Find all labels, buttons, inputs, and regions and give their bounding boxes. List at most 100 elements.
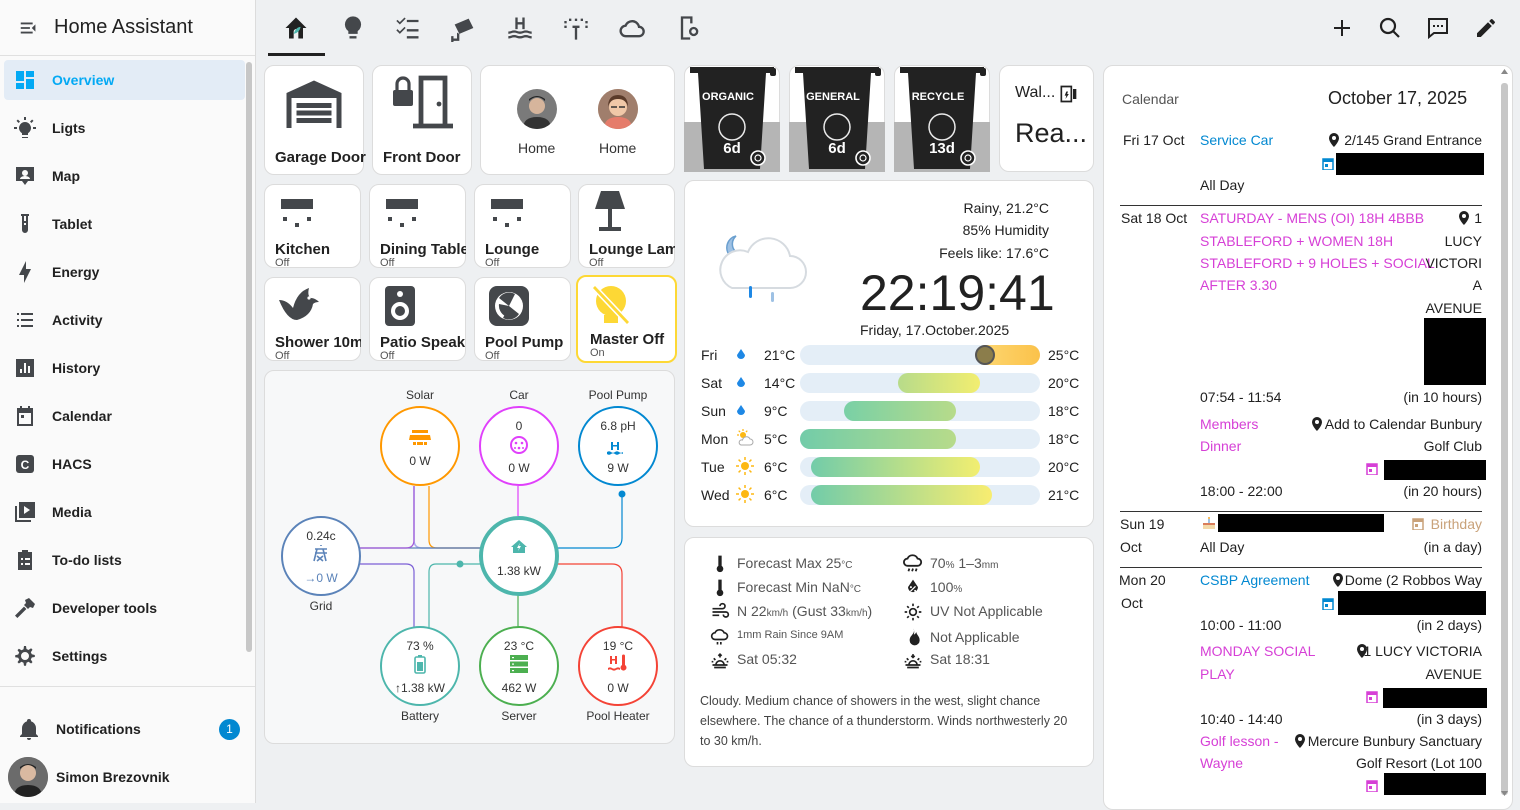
flow-line <box>413 486 482 549</box>
app-title: Home Assistant <box>54 16 193 38</box>
calendar-event-text[interactable]: CSBP Agreement <box>1200 572 1310 588</box>
garage-door-button[interactable]: Garage Door <box>264 65 366 175</box>
calendar-small-icon <box>1366 462 1378 475</box>
assist-icon[interactable] <box>1426 16 1450 40</box>
calendar-event-text[interactable]: STABLEFORD + WOMEN 18H <box>1200 233 1394 249</box>
sidebar-item-hacs[interactable]: C HACS <box>4 444 245 484</box>
rainy-night-icon <box>719 235 807 302</box>
calendar-event-text[interactable]: Golf lesson - <box>1200 733 1279 749</box>
light-lounge[interactable]: Lounge Off <box>474 184 571 269</box>
car-node[interactable] <box>479 406 559 486</box>
light-patio-speaker[interactable]: Patio Speak. Off <box>369 277 466 362</box>
wheelie-bin-icon <box>684 67 780 172</box>
sidebar-item-ligts[interactable]: Ligts <box>4 108 245 148</box>
water-percent-icon <box>908 579 918 593</box>
search-icon[interactable] <box>1378 16 1402 40</box>
calendar-event-text[interactable]: SATURDAY - MENS (OI) 18H 4BBB <box>1200 210 1425 226</box>
grid-price: 0.24c <box>306 529 336 543</box>
light-state: Off <box>380 350 395 362</box>
ceiling-light-icon <box>386 199 418 227</box>
sidebar-item-todo[interactable]: To-do lists <box>4 540 245 580</box>
calendar-event-text[interactable]: Dinner <box>1200 438 1242 454</box>
light-name: Master Off <box>590 331 665 348</box>
cctv-icon[interactable] <box>450 14 478 42</box>
scroll-down-arrow-icon[interactable] <box>1500 789 1509 798</box>
pool-heater-label: Pool Heater <box>586 709 650 723</box>
battery-level: 73 % <box>406 639 434 653</box>
pool-pump-value: 9 W <box>607 461 629 475</box>
calendar-small-icon <box>1366 779 1378 792</box>
calendar-date: October 17, 2025 <box>1328 88 1468 108</box>
light-master-off[interactable]: Master Off On <box>576 275 677 363</box>
calendar-event-text[interactable]: PLAY <box>1200 666 1235 682</box>
sprinkler-icon[interactable] <box>562 14 590 42</box>
light-kitchen[interactable]: Kitchen Off <box>264 184 361 269</box>
light-name: Patio Speak. <box>380 334 466 351</box>
calendar-event-text[interactable]: MONDAY SOCIAL <box>1200 643 1316 659</box>
forecast-low: 5°C <box>764 431 788 447</box>
sunrise-time: Sat 05:32 <box>737 651 797 667</box>
sidebar-item-media[interactable]: Media <box>4 492 245 532</box>
person-avatar-1[interactable] <box>517 89 557 129</box>
avatar[interactable] <box>8 757 48 797</box>
calendar-scrollbar[interactable] <box>1501 83 1508 795</box>
tablet-cellphone-icon[interactable] <box>675 14 703 42</box>
plus-icon[interactable] <box>1330 16 1354 40</box>
energy-flow-graph <box>281 406 658 706</box>
redacted-text <box>1338 591 1486 615</box>
home-icon[interactable] <box>282 14 310 42</box>
light-dining-table[interactable]: Dining Table Off <box>369 184 466 269</box>
sidebar-item-activity[interactable]: Activity <box>4 300 245 340</box>
pencil-icon[interactable] <box>1474 16 1498 40</box>
pool-heater-node[interactable] <box>578 626 658 706</box>
scroll-up-arrow-icon[interactable] <box>1500 67 1509 76</box>
sidebar-item-label: Settings <box>52 648 108 664</box>
wheelie-bin-icon <box>789 67 885 172</box>
sidebar-item-energy[interactable]: Energy <box>4 252 245 292</box>
sidebar-item-notifications[interactable]: Notifications <box>4 709 245 749</box>
sidebar-item-history[interactable]: History <box>4 348 245 388</box>
persons-card: Home Home <box>480 65 675 175</box>
menu-icon[interactable] <box>18 17 40 39</box>
calendar-event-text[interactable]: AFTER 3.30 <box>1200 277 1278 293</box>
sidebar-item-calendar[interactable]: Calendar <box>4 396 245 436</box>
light-pool-pump[interactable]: Pool Pump Off <box>474 277 571 362</box>
wheelie-bin-icon <box>894 67 990 172</box>
wallpanel-card[interactable]: Wal... Rea... <box>999 65 1094 172</box>
person-avatar-2[interactable] <box>598 89 638 129</box>
sidebar-item-tablet[interactable]: Tablet <box>4 204 245 244</box>
home-node[interactable] <box>479 516 559 596</box>
sidebar-item-overview[interactable]: Overview <box>4 60 245 100</box>
pool-icon[interactable] <box>506 14 534 42</box>
grid-node[interactable] <box>281 516 361 596</box>
calendar-event-text[interactable]: Members <box>1200 416 1259 432</box>
user-name[interactable]: Simon Brezovnik <box>56 769 170 785</box>
sidebar-scrollbar[interactable] <box>246 62 252 652</box>
calendar-event-text[interactable]: Service Car <box>1200 132 1274 148</box>
hammer-icon <box>15 598 35 618</box>
light-lounge-lamp[interactable]: Lounge Lamp Off <box>578 184 675 269</box>
lightbulb-icon[interactable] <box>339 14 367 42</box>
day-separator <box>1120 567 1482 568</box>
sidebar-item-settings[interactable]: Settings <box>4 636 245 676</box>
calendar-event-detail: Golf Resort (Lot 100 <box>1355 755 1482 771</box>
cloud-icon[interactable] <box>618 14 646 42</box>
calendar-icon <box>17 406 33 426</box>
forecast-high: 20°C <box>1048 375 1080 391</box>
light-state: Off <box>275 350 290 362</box>
light-shower[interactable]: Shower 10m Off <box>264 277 361 362</box>
solar-panel-icon <box>409 430 431 445</box>
calendar-event-text[interactable]: STABLEFORD + 9 HOLES + SOCIAL <box>1200 255 1435 271</box>
fire-icon <box>909 628 920 646</box>
solar-node[interactable] <box>380 406 460 486</box>
bin-graphics: ORGANIC 6d GENERAL 6d RECYCLE 13d <box>684 67 990 172</box>
checklist-icon[interactable] <box>394 14 422 42</box>
sidebar-item-developer-tools[interactable]: Developer tools <box>4 588 245 628</box>
temp-range-track <box>800 345 1040 365</box>
forecast-low: 6°C <box>764 459 788 475</box>
garage-door-label: Garage Door <box>275 149 366 166</box>
sidebar-item-map[interactable]: Map <box>4 156 245 196</box>
front-door-button[interactable]: Front Door <box>372 65 472 175</box>
forecast-low: 14°C <box>764 375 796 391</box>
calendar-event-text[interactable]: Wayne <box>1200 755 1244 771</box>
